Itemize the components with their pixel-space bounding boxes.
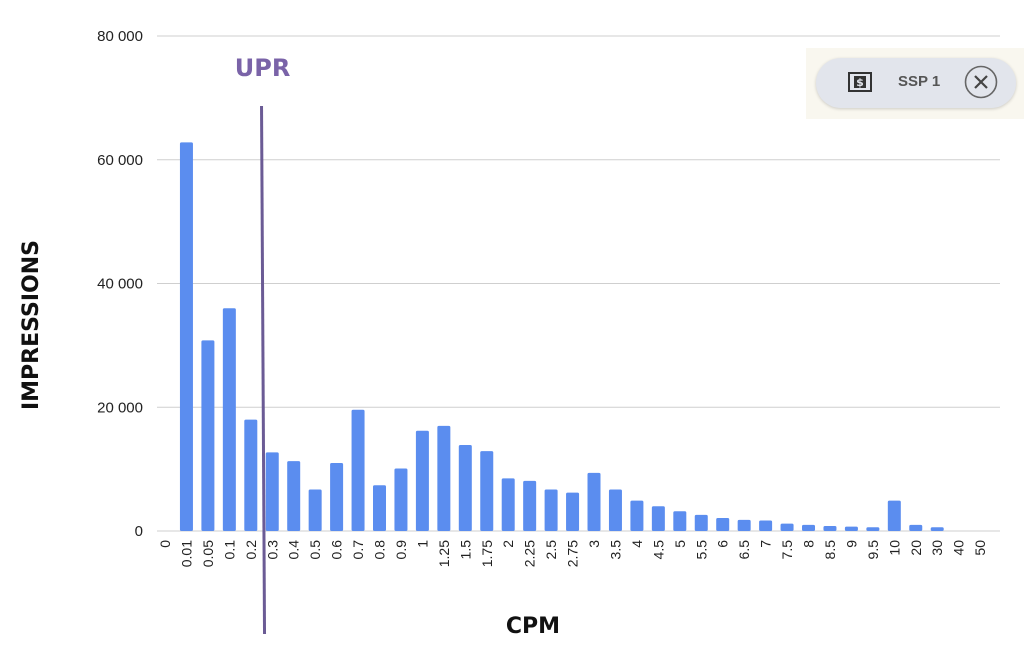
x-tick-label: 0.9: [393, 540, 409, 560]
x-tick-label: 0.7: [350, 540, 366, 560]
bar: [630, 500, 644, 531]
x-tick-label: 5.5: [693, 540, 709, 560]
bar: [437, 425, 451, 531]
upr-reference-label: UPR: [235, 54, 291, 82]
x-tick-label: 0.3: [264, 540, 280, 560]
bar: [651, 506, 665, 531]
y-axis-ticks: 0 20 000 40 000 60 000 80 000: [97, 28, 143, 540]
bar: [394, 468, 408, 531]
x-tick-label: 1.25: [436, 540, 452, 567]
x-tick-label: 2.5: [543, 540, 559, 560]
bar: [608, 489, 622, 531]
bar: [458, 444, 472, 531]
x-tick-label: 10: [886, 540, 902, 556]
bar: [802, 524, 816, 531]
filter-panel: $ SSP 1: [806, 48, 1024, 119]
bar: [201, 340, 215, 531]
x-tick-label: 0.01: [178, 540, 194, 567]
y-tick-label: 40 000: [97, 276, 143, 293]
x-tick-label: 6: [715, 540, 731, 548]
bar: [501, 478, 515, 531]
bar: [823, 526, 837, 531]
bar: [566, 492, 580, 531]
x-tick-label: 2.25: [522, 540, 538, 567]
x-tick-label: 3: [586, 540, 602, 548]
bar: [265, 452, 279, 531]
chip-label: SSP 1: [898, 73, 941, 90]
bar: [351, 409, 365, 531]
bar: [544, 489, 558, 531]
bar: [244, 419, 258, 531]
y-tick-label: 60 000: [97, 152, 143, 169]
bar: [179, 142, 193, 532]
bar: [930, 527, 944, 531]
x-tick-label: 7.5: [779, 540, 795, 560]
x-tick-label: 30: [929, 540, 945, 556]
bar: [222, 308, 236, 531]
bar: [759, 520, 773, 531]
x-tick-label: 3.5: [607, 540, 623, 560]
x-tick-label: 8.5: [822, 540, 838, 560]
x-tick-label: 4: [629, 540, 645, 548]
bar: [480, 451, 494, 531]
x-tick-label: 0: [157, 540, 173, 548]
bar: [673, 511, 687, 531]
bar: [694, 514, 708, 531]
x-tick-label: 0.5: [307, 540, 323, 560]
dollar-bill-icon: $: [848, 72, 872, 92]
y-tick-label: 0: [135, 523, 143, 540]
x-tick-label: 8: [801, 540, 817, 548]
x-tick-label: 0.05: [200, 540, 216, 567]
bar: [373, 485, 387, 531]
x-tick-label: 40: [951, 540, 967, 556]
x-tick-label: 9: [843, 540, 859, 548]
svg-text:$: $: [856, 76, 864, 89]
bar: [587, 472, 601, 531]
bar: [780, 523, 794, 531]
ssp-filter-chip[interactable]: $ SSP 1: [816, 58, 1016, 108]
y-tick-label: 20 000: [97, 399, 143, 416]
bar: [523, 480, 537, 531]
bar: [415, 430, 429, 531]
bar: [287, 461, 301, 531]
bar: [909, 524, 923, 531]
bars: [179, 142, 944, 532]
gridlines: [157, 35, 1000, 532]
bar: [737, 519, 751, 531]
x-tick-label: 1.75: [479, 540, 495, 567]
x-tick-label: 9.5: [865, 540, 881, 560]
x-tick-label: 2.75: [565, 540, 581, 567]
x-tick-label: 7: [758, 540, 774, 548]
y-axis-title: IMPRESSIONS: [19, 240, 44, 410]
bar: [866, 527, 880, 531]
x-tick-label: 4.5: [650, 540, 666, 560]
bar: [308, 489, 322, 531]
x-tick-label: 0.8: [372, 540, 388, 560]
x-tick-label: 0.6: [329, 540, 345, 560]
x-tick-label: 5: [672, 540, 688, 548]
x-tick-label: 1.5: [457, 540, 473, 560]
bar: [844, 526, 858, 531]
bar: [887, 500, 901, 531]
upr-reference-line: [260, 105, 267, 635]
y-tick-label: 80 000: [97, 28, 143, 45]
x-tick-label: 2: [500, 540, 516, 548]
close-icon[interactable]: [964, 65, 998, 99]
x-axis-title: CPM: [506, 614, 560, 639]
x-tick-label: 20: [908, 540, 924, 556]
x-tick-label: 1: [414, 540, 430, 548]
x-tick-label: 0.2: [243, 540, 259, 560]
x-tick-label: 50: [972, 540, 988, 556]
x-tick-label: 6.5: [736, 540, 752, 560]
x-axis-ticks: 0 0.01 0.05 0.1 0.2 0.3 0.4 0.5 0.6 0.7 0.8 0.9 1 1.2…: [157, 540, 988, 567]
x-tick-label: 0.1: [221, 540, 237, 560]
x-tick-label: 0.4: [286, 540, 302, 560]
bar: [716, 518, 730, 531]
bar: [330, 462, 344, 531]
